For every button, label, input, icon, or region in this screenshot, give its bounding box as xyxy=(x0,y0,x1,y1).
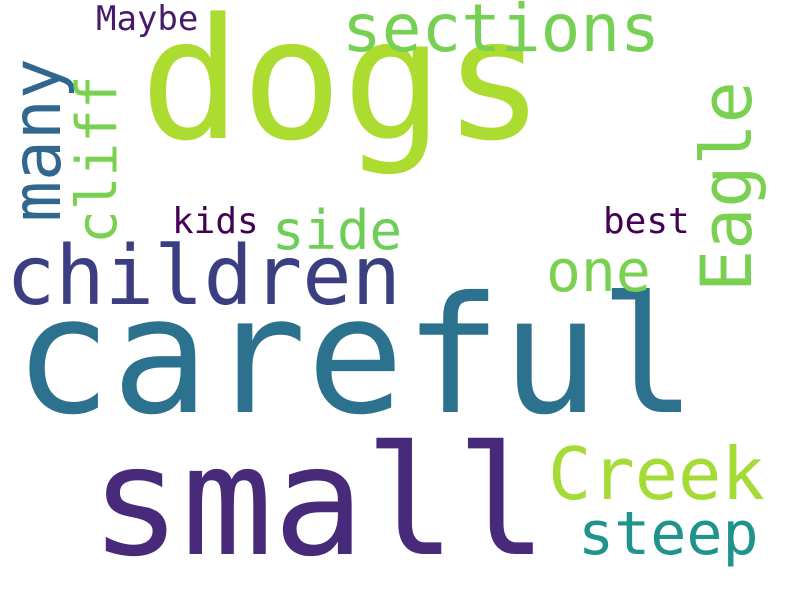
word-cliff: cliff xyxy=(65,75,130,244)
word-kids: kids xyxy=(172,201,259,242)
word-many: many xyxy=(0,58,77,222)
word-one: one xyxy=(546,237,651,305)
word-maybe: Maybe xyxy=(96,0,199,39)
word-careful: careful xyxy=(14,263,697,451)
word-sections: sections xyxy=(342,0,660,67)
word-dogs: dogs xyxy=(140,0,545,178)
word-eagle: Eagle xyxy=(686,81,768,292)
word-creek: Creek xyxy=(548,432,765,516)
word-best: best xyxy=(603,201,690,242)
word-side: side xyxy=(272,199,403,262)
word-children: children xyxy=(6,229,401,324)
word-small: small xyxy=(90,413,548,590)
word-steep: steep xyxy=(578,499,759,569)
